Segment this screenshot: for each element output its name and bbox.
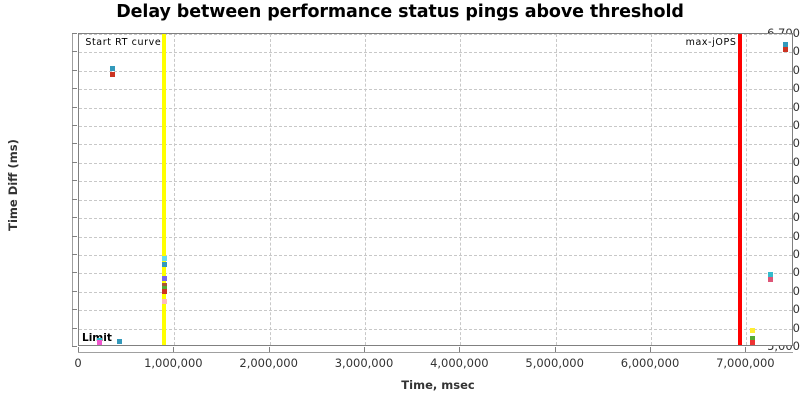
y-axis-tick-mark <box>72 33 77 34</box>
gridline-horizontal <box>79 291 792 293</box>
x-axis-tick-label: 0 <box>74 356 82 370</box>
marker-label-max-jops: max-jOPS <box>685 37 737 48</box>
data-point <box>162 256 168 262</box>
y-axis-tick-mark <box>72 327 77 329</box>
gridline-horizontal <box>79 273 792 275</box>
x-axis-tick-mark <box>650 347 651 352</box>
gridline-horizontal <box>79 254 792 256</box>
marker-line-limit <box>79 345 792 346</box>
x-axis-tick-mark <box>173 347 175 352</box>
y-axis-tick-mark <box>72 143 77 145</box>
x-axis-tick-mark <box>78 347 79 352</box>
data-point <box>162 283 168 289</box>
data-point <box>162 286 168 292</box>
data-point <box>782 47 788 53</box>
gridline-horizontal <box>79 328 792 330</box>
gridline-horizontal <box>79 310 792 312</box>
x-axis-tick-mark <box>554 347 556 352</box>
gridline-vertical <box>365 34 366 345</box>
gridline-vertical <box>174 34 176 345</box>
data-point <box>162 276 168 281</box>
x-axis-tick-label: 2,000,000 <box>239 356 298 370</box>
data-point <box>96 337 102 343</box>
gridline-horizontal <box>79 107 792 109</box>
data-point <box>162 289 168 295</box>
x-axis-tick-mark <box>268 347 270 352</box>
gridline-horizontal <box>79 162 792 164</box>
x-axis-tick-label: 3,000,000 <box>334 356 394 370</box>
data-point <box>162 298 168 304</box>
data-point <box>162 262 168 267</box>
gridline-vertical <box>746 34 748 345</box>
y-axis-spine <box>72 33 73 346</box>
x-axis-tick-mark <box>459 347 461 352</box>
y-axis-tick-mark <box>72 180 77 182</box>
data-point <box>117 338 123 344</box>
data-point <box>96 340 102 345</box>
marker-line-start-rt-curve <box>162 34 167 345</box>
y-axis-tick-mark <box>72 51 77 53</box>
gridline-vertical <box>651 34 652 345</box>
gridline-horizontal <box>79 89 792 91</box>
x-axis-tick-label: 6,000,000 <box>620 356 680 370</box>
y-axis-tick-mark <box>72 161 77 163</box>
x-axis-title: Time, msec <box>401 378 475 392</box>
chart-title: Delay between performance status pings a… <box>116 2 684 22</box>
y-axis-tick-mark <box>72 253 77 255</box>
data-point <box>782 41 788 47</box>
y-axis-tick-mark <box>72 69 77 71</box>
data-point <box>109 72 115 77</box>
x-axis-tick-label: 5,000,000 <box>525 356 584 370</box>
data-point <box>109 66 115 72</box>
data-point <box>749 335 755 341</box>
y-axis-tick-mark <box>72 235 77 237</box>
y-axis-tick-mark <box>72 125 77 127</box>
gridline-horizontal <box>79 236 792 238</box>
x-axis-tick-label: 4,000,000 <box>430 356 489 370</box>
y-axis-tick-mark <box>72 198 77 200</box>
data-point <box>767 271 773 277</box>
gridline-horizontal <box>79 34 792 35</box>
gridline-vertical <box>555 34 557 345</box>
y-axis-tick-mark <box>72 290 77 292</box>
gridline-horizontal <box>79 126 792 128</box>
y-axis-tick-mark <box>72 309 77 311</box>
y-axis-tick-mark <box>72 106 77 108</box>
gridline-vertical <box>460 34 462 345</box>
y-axis-title: Time Diff (ms) <box>6 139 20 231</box>
x-axis-tick-mark <box>745 347 747 352</box>
gridline-horizontal <box>79 52 792 54</box>
gridline-horizontal <box>79 218 792 220</box>
gridline-horizontal <box>79 70 792 72</box>
y-axis-tick-mark <box>72 346 77 347</box>
y-axis-tick-mark <box>72 272 77 274</box>
gridline-horizontal <box>79 144 792 146</box>
data-point <box>767 277 773 283</box>
marker-label-start-rt-curve: Start RT curve <box>85 37 162 48</box>
x-axis-tick-label: 7,000,000 <box>716 356 775 370</box>
gridline-horizontal <box>79 199 792 201</box>
y-axis-tick-mark <box>72 88 77 90</box>
marker-line-max-jops <box>737 34 742 345</box>
data-point <box>749 340 755 345</box>
data-point <box>749 327 755 333</box>
x-axis-tick-label: 1,000,000 <box>144 356 203 370</box>
gridline-vertical <box>269 34 271 345</box>
y-axis-tick-mark <box>72 217 77 219</box>
x-axis-spine <box>78 352 793 353</box>
gridline-horizontal <box>79 181 792 183</box>
x-axis-tick-mark <box>364 347 365 352</box>
